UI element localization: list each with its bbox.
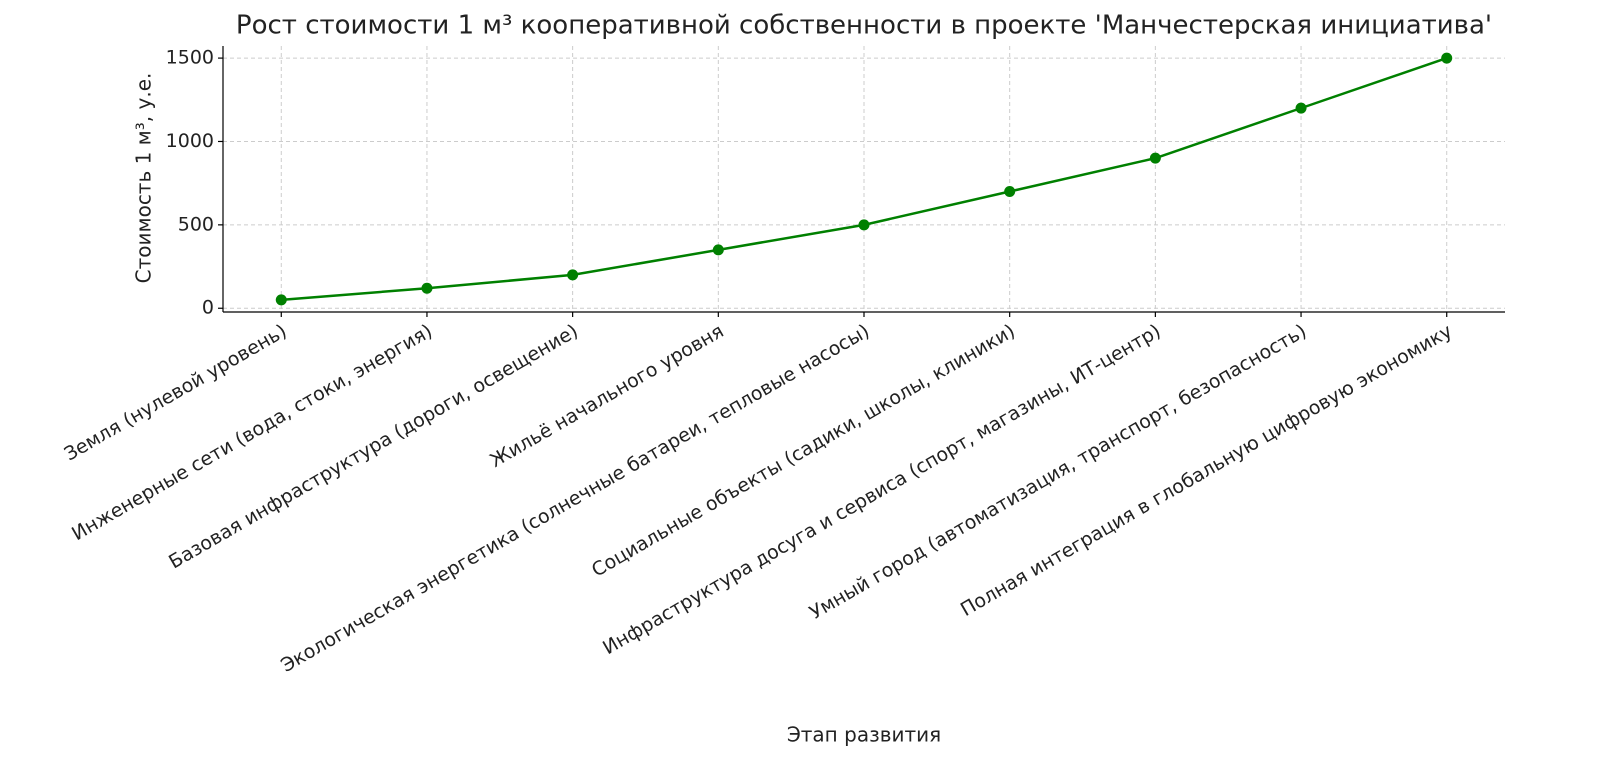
data-point <box>1441 52 1453 64</box>
data-point <box>567 269 579 281</box>
data-point <box>421 282 433 294</box>
data-point <box>1295 102 1307 114</box>
y-tick-label: 1000 <box>166 130 214 152</box>
x-tick-label: Жильё начального уровня <box>486 320 727 472</box>
x-tick-label: Инфраструктура досуга и сервиса (спорт, … <box>599 320 1164 659</box>
x-axis-label: Этап развития <box>787 723 941 747</box>
chart-title: Рост стоимости 1 м³ кооперативной собств… <box>236 11 1492 41</box>
y-tick-label: 1500 <box>166 47 214 69</box>
data-point <box>1004 186 1016 198</box>
data-point <box>275 294 287 306</box>
y-tick-label: 0 <box>202 297 214 319</box>
data-point <box>712 244 724 256</box>
x-tick-label: Земля (нулевой уровень) <box>61 320 291 465</box>
data-point <box>1149 152 1161 164</box>
x-tick-label: Умный город (автоматизация, транспорт, б… <box>806 320 1310 624</box>
y-axis-label: Стоимость 1 м³, у.е. <box>132 73 156 284</box>
x-tick-label: Полная интеграция в глобальную цифровую … <box>957 320 1456 621</box>
y-tick-label: 500 <box>178 213 214 235</box>
data-point <box>858 219 870 231</box>
